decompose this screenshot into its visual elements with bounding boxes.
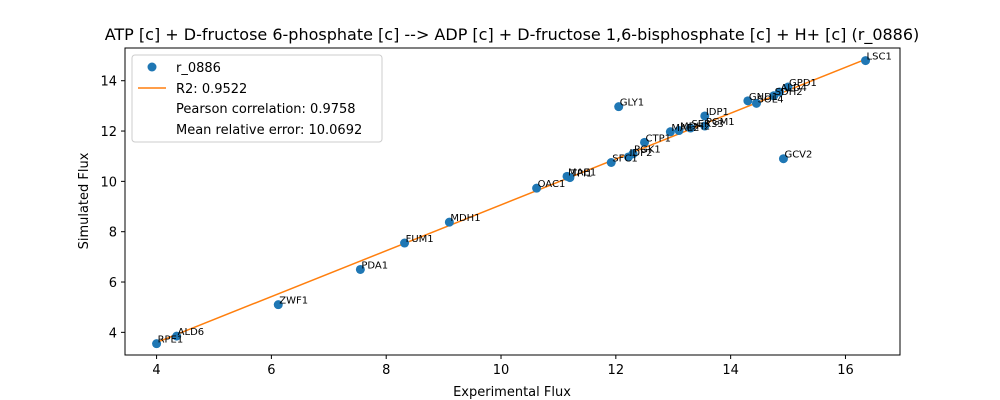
point-label-zwf1: ZWF1: [279, 296, 308, 307]
y-axis-label: Simulated Flux: [77, 152, 92, 249]
point-rpe1: [152, 339, 162, 349]
legend-box: [131, 54, 383, 143]
point-mdh1: [444, 217, 454, 227]
point-idp1: [700, 111, 710, 121]
axis-ticks: 4 6 8 10 12 14 16 4 6 8 10 12 14: [100, 75, 853, 378]
point-label-ald6: ALD6: [178, 327, 204, 338]
x-tick-label: 12: [608, 363, 625, 378]
point-ser33: [685, 123, 695, 133]
legend-entry-points: r_0886: [176, 61, 221, 76]
chart-title: ATP [c] + D-fructose 6-phosphate [c] -->…: [105, 25, 920, 45]
point-label-pda1: PDA1: [361, 260, 388, 271]
y-tick-label: 8: [109, 226, 117, 241]
legend-entry-fit: R2: 0.9522: [176, 82, 247, 97]
point-lsc1: [861, 56, 871, 66]
point-oac1: [532, 183, 542, 193]
x-axis-label: Experimental Flux: [453, 385, 571, 400]
point-label-ctp1: CTP1: [646, 133, 671, 144]
point-label-idp1: IDP1: [706, 107, 729, 118]
point-gly1: [614, 102, 624, 112]
point-label-oac1: OAC1: [538, 179, 566, 190]
point-label-gnd1: GND1: [749, 92, 778, 103]
point-label-tpi1: TPI1: [570, 169, 592, 180]
point-label-gcv2: GCV2: [784, 150, 812, 161]
point-fum1: [400, 238, 410, 248]
point-label-ald4: ALD4: [780, 83, 806, 94]
fit-line-group: [156, 58, 866, 344]
x-tick-label: 6: [267, 363, 275, 378]
point-label-pgm1: PGM1: [706, 117, 735, 128]
point-label-gpd1: GPD1: [789, 78, 817, 89]
x-tick-label: 10: [493, 363, 510, 378]
legend-entry-mre: Mean relative error: 10.0692: [176, 123, 362, 138]
legend-entry-pearson: Pearson correlation: 0.9758: [176, 102, 356, 117]
point-label-sdh2: SDH2: [775, 87, 803, 98]
point-pda1: [355, 264, 365, 274]
point-label-rpe1: RPE1: [158, 335, 184, 346]
fit-line: [156, 58, 866, 344]
legend: r_0886 R2: 0.9522 Pearson correlation: 0…: [131, 54, 383, 143]
point-label-sfc1: SFC1: [612, 153, 637, 164]
point-zwf1: [273, 300, 283, 310]
point-label-gly1: GLY1: [620, 98, 644, 109]
legend-marker-points: [147, 62, 157, 72]
point-pgk1: [628, 149, 638, 159]
x-tick-label: 14: [722, 363, 739, 378]
point-gnd1: [743, 96, 753, 106]
point-label-pgk1: PGK1: [634, 145, 661, 156]
point-mdh2: [674, 126, 684, 136]
point-sdh2: [769, 91, 779, 101]
point-label-sol4: SOL4: [757, 94, 783, 105]
point-gpd1: [783, 82, 793, 92]
point-sfc1: [606, 157, 616, 167]
point-label-mae1: MAE1: [568, 167, 596, 178]
point-ald6: [172, 331, 182, 341]
point-gcv2: [778, 154, 788, 164]
point-pgm1: [700, 121, 710, 131]
scatter-points: [152, 56, 871, 349]
plot-frame: [124, 47, 901, 356]
x-tick-label: 16: [837, 363, 854, 378]
y-tick-label: 6: [109, 276, 117, 291]
point-label-ser33: SER33: [691, 119, 723, 130]
point-label-idp2: IDP2: [629, 148, 652, 159]
y-tick-label: 4: [109, 326, 117, 341]
point-label-mdh1: MDH1: [450, 213, 480, 224]
point-label-lsc1: LSC1: [867, 52, 892, 63]
point-mae2: [665, 127, 675, 137]
point-sol4: [751, 98, 761, 108]
y-tick-label: 10: [100, 175, 117, 190]
x-tick-label: 4: [152, 363, 160, 378]
point-ctp1: [640, 137, 650, 147]
y-tick-label: 14: [100, 75, 117, 90]
x-tick-label: 8: [382, 363, 390, 378]
point-tpi1: [565, 173, 575, 183]
point-label-mae2: MAE2: [671, 123, 699, 134]
point-label-mdh2: MDH2: [680, 122, 710, 133]
point-label-fum1: FUM1: [406, 234, 434, 245]
y-tick-label: 12: [100, 125, 117, 140]
